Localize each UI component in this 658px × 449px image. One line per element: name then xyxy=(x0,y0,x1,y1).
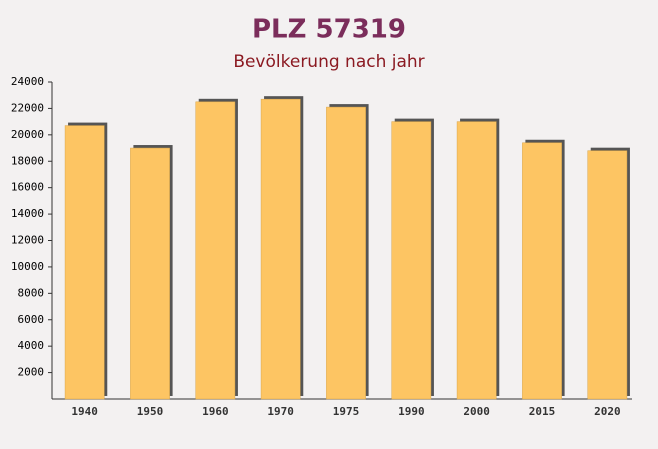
y-tick-label: 22000 xyxy=(11,101,44,114)
bar xyxy=(456,121,497,400)
x-tick-label: 1975 xyxy=(333,405,360,418)
x-tick-label: 1960 xyxy=(202,405,229,418)
bar xyxy=(587,150,628,400)
x-tick-label: 2020 xyxy=(594,405,621,418)
y-tick-label: 14000 xyxy=(11,207,44,220)
chart-title: PLZ 57319 xyxy=(252,15,406,45)
y-tick-label: 6000 xyxy=(18,313,45,326)
y-tick-label: 12000 xyxy=(11,234,44,247)
bar xyxy=(195,101,236,400)
y-tick-label: 18000 xyxy=(11,154,44,167)
x-tick-label: 1940 xyxy=(71,405,98,418)
bar xyxy=(391,121,432,400)
x-tick-label: 1990 xyxy=(398,405,425,418)
y-tick-label: 24000 xyxy=(11,75,44,88)
y-tick-label: 8000 xyxy=(18,286,45,299)
bar xyxy=(64,125,105,400)
x-tick-label: 1970 xyxy=(267,405,294,418)
x-tick-label: 1950 xyxy=(137,405,164,418)
y-tick-label: 16000 xyxy=(11,181,44,194)
bar xyxy=(260,98,301,400)
chart-subtitle: Bevölkerung nach jahr xyxy=(233,52,424,72)
x-tick-label: 2015 xyxy=(529,405,556,418)
y-tick-label: 10000 xyxy=(11,260,44,273)
bar xyxy=(522,142,562,400)
y-tick-label: 2000 xyxy=(18,366,45,379)
bar xyxy=(130,147,170,400)
x-tick-label: 2000 xyxy=(463,405,490,418)
y-tick-label: 4000 xyxy=(18,339,45,352)
bar xyxy=(326,106,366,400)
y-tick-label: 20000 xyxy=(11,128,44,141)
